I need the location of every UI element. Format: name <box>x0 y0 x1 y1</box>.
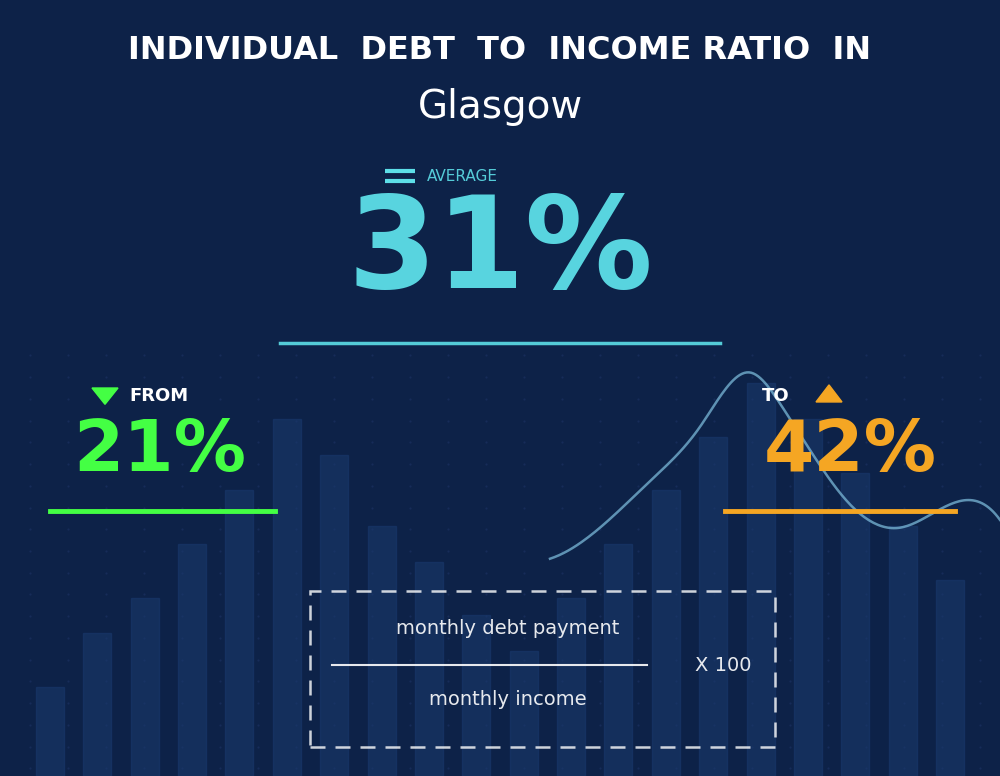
Bar <box>652 490 680 776</box>
Bar <box>225 490 253 776</box>
Bar <box>510 651 538 776</box>
Bar <box>557 598 585 776</box>
Bar <box>936 580 964 776</box>
Bar <box>699 437 727 776</box>
Text: AVERAGE: AVERAGE <box>427 169 498 185</box>
Text: monthly income: monthly income <box>429 691 586 709</box>
Bar <box>841 473 869 776</box>
Text: INDIVIDUAL  DEBT  TO  INCOME RATIO  IN: INDIVIDUAL DEBT TO INCOME RATIO IN <box>128 35 872 66</box>
Text: monthly debt payment: monthly debt payment <box>396 619 619 638</box>
Bar <box>415 562 443 776</box>
Text: FROM: FROM <box>129 386 188 405</box>
Text: TO: TO <box>762 386 790 405</box>
Bar <box>747 383 775 776</box>
Text: 31%: 31% <box>347 189 653 315</box>
Text: 42%: 42% <box>764 417 936 486</box>
Bar <box>131 598 159 776</box>
Bar <box>604 544 632 776</box>
Text: 21%: 21% <box>74 417 246 486</box>
Text: Glasgow: Glasgow <box>417 88 583 126</box>
Bar <box>794 419 822 776</box>
Text: X 100: X 100 <box>695 656 751 674</box>
Bar <box>889 526 917 776</box>
Bar <box>36 687 64 776</box>
Bar <box>178 544 206 776</box>
Bar <box>320 455 348 776</box>
Bar <box>273 419 301 776</box>
Polygon shape <box>92 388 118 404</box>
Bar <box>368 526 396 776</box>
Bar <box>83 633 111 776</box>
Bar <box>462 615 490 776</box>
Polygon shape <box>816 385 842 402</box>
